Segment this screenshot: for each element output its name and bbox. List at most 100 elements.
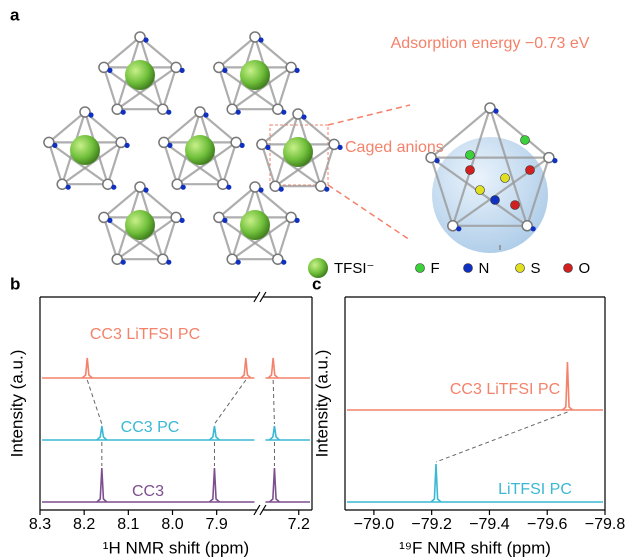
legend-swatch	[464, 264, 473, 273]
series-label: CC3	[132, 483, 164, 500]
nitrogen	[121, 110, 126, 115]
nitrogen	[107, 68, 112, 73]
panel-label: a	[10, 5, 20, 24]
nitrogen	[180, 218, 185, 223]
nitrogen	[236, 110, 241, 115]
cage-bond	[278, 217, 291, 259]
atom	[466, 166, 475, 175]
series-label: CC3 PC	[121, 419, 180, 436]
panel-label: c	[312, 274, 321, 293]
cage-bond	[49, 142, 62, 184]
atom	[526, 166, 535, 175]
nitrogen	[301, 114, 306, 119]
nitrogen	[107, 218, 112, 223]
nitrogen	[552, 158, 557, 163]
peak	[209, 468, 219, 502]
legend-label: O	[579, 260, 591, 277]
y-axis-title: Intensity (a.u.)	[7, 350, 26, 458]
nitrogen	[203, 112, 208, 117]
x-tick-label: 8.2	[73, 516, 95, 533]
cage-bond	[278, 67, 291, 109]
cage-bond	[262, 144, 275, 186]
x-tick-label: −79.6	[527, 516, 568, 533]
peak	[209, 426, 219, 440]
cage-bond	[104, 217, 117, 259]
anion	[185, 135, 215, 165]
cage-bond	[163, 67, 176, 109]
annotation: Adsorption energy −0.73 eV	[391, 35, 590, 52]
cage-bond	[104, 67, 117, 109]
cage-bond	[108, 142, 121, 184]
atom	[511, 201, 520, 210]
peak	[269, 468, 279, 502]
peak	[269, 426, 279, 440]
peak	[562, 362, 572, 410]
chart: 8.3 8.2 8.1 8.0 7.9 7.2 ¹H NMR shift (ppm) Inte…	[7, 274, 312, 557]
legend-swatch	[564, 264, 573, 273]
anion	[240, 210, 270, 240]
nitrogen	[166, 260, 171, 265]
nitrogen	[181, 185, 186, 190]
nitrogen	[295, 68, 300, 73]
cage-bond	[164, 142, 177, 184]
x-tick-label: 8.1	[117, 516, 139, 533]
atom	[476, 186, 485, 195]
cage-bond	[321, 144, 334, 186]
legend-swatch	[416, 264, 425, 273]
x-axis-title: ¹H NMR shift (ppm)	[103, 538, 249, 557]
anion	[240, 60, 270, 90]
nitrogen	[281, 110, 286, 115]
nitrogen	[258, 37, 263, 42]
figure: a Adsorption energy −0.73 eV Caged anion…	[0, 0, 629, 560]
legend-swatch	[516, 264, 525, 273]
x-tick-label: −79.2	[411, 516, 452, 533]
x-tick-label: −79.4	[469, 516, 510, 533]
atom	[466, 151, 475, 160]
nitrogen	[167, 143, 172, 148]
atom	[501, 174, 510, 183]
x-axis-title: ¹⁹F NMR shift (ppm)	[399, 538, 551, 557]
nitrogen	[111, 185, 116, 190]
x-tick-label: 8.3	[29, 516, 51, 533]
cage-bond	[219, 67, 232, 109]
nitrogen	[222, 218, 227, 223]
connector	[273, 380, 274, 424]
panel-a: a Adsorption energy −0.73 eV Caged anion…	[10, 5, 590, 278]
series-label: LiTFSI PC	[498, 481, 572, 498]
nitrogen	[279, 187, 284, 192]
anion	[283, 137, 313, 167]
nitrogen	[121, 260, 126, 265]
anion	[70, 135, 100, 165]
nitrogen	[324, 187, 329, 192]
panel-label: b	[10, 274, 20, 293]
nitrogen	[52, 143, 57, 148]
nitrogen	[295, 218, 300, 223]
nitrogen	[166, 110, 171, 115]
anion	[125, 60, 155, 90]
nitrogen	[88, 112, 93, 117]
x-tick-label: 7.2	[288, 516, 310, 533]
vdw-sphere	[432, 137, 548, 253]
peak	[241, 358, 251, 378]
nitrogen	[240, 143, 245, 148]
nitrogen	[125, 143, 130, 148]
legend-label: N	[479, 260, 490, 277]
x-tick-label: 8.0	[161, 516, 183, 533]
x-tick-label: −79.0	[354, 516, 395, 533]
x-tick-label: 7.9	[206, 516, 228, 533]
nitrogen	[143, 37, 148, 42]
nitrogen	[236, 260, 241, 265]
series-label: CC3 LiTFSI PC	[450, 381, 560, 398]
series-label: CC3 LiTFSI PC	[90, 326, 200, 343]
legend-label: S	[531, 260, 541, 277]
anion	[125, 210, 155, 240]
peak	[97, 426, 107, 440]
y-axis-title: Intensity (a.u.)	[312, 350, 331, 458]
cage-bond	[163, 217, 176, 259]
callout-line	[328, 185, 410, 240]
peak	[431, 464, 441, 502]
atom	[491, 196, 500, 205]
connector	[87, 380, 102, 424]
legend-label: TFSI⁻	[334, 260, 374, 277]
